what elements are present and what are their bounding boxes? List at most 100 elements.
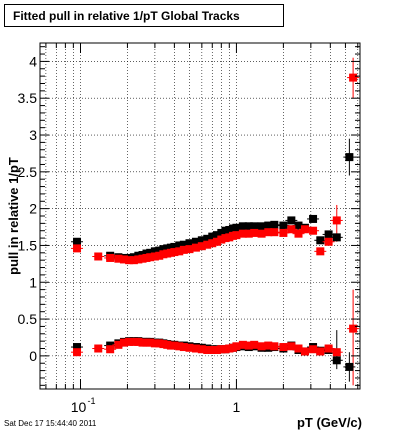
data-point (270, 228, 279, 237)
data-point (106, 345, 115, 354)
data-point (257, 222, 266, 231)
data-point (73, 343, 82, 352)
data-point (119, 338, 128, 347)
data-point (332, 233, 341, 242)
data-point (309, 214, 318, 223)
x-tick-label-exponent: -1 (87, 396, 95, 406)
y-tick-label: 2 (29, 201, 37, 217)
data-point (155, 339, 164, 348)
data-point (197, 345, 206, 354)
data-point (114, 254, 123, 263)
data-point (106, 253, 115, 262)
data-point (250, 228, 259, 237)
data-point (191, 237, 200, 246)
data-point (270, 342, 279, 351)
y-tick-label: 3.5 (18, 90, 38, 106)
data-point (155, 246, 164, 255)
data-point (287, 216, 296, 225)
data-point (300, 347, 309, 356)
data-point (175, 342, 184, 351)
data-point (203, 240, 212, 249)
data-point (349, 73, 358, 82)
data-point (257, 342, 266, 351)
y-tick-label: 1 (29, 274, 37, 290)
chart-title-box: Fitted pull in relative 1/pT Global Trac… (4, 4, 284, 27)
data-point (191, 344, 200, 353)
data-point (185, 245, 194, 254)
data-point (324, 344, 333, 353)
data-point (294, 221, 303, 230)
data-point (316, 236, 325, 245)
data-point (208, 232, 217, 241)
data-point (264, 221, 273, 230)
data-point (212, 231, 221, 240)
axis-ticks (40, 43, 360, 389)
data-point (94, 252, 103, 261)
data-point (191, 243, 200, 252)
data-point (179, 245, 188, 254)
data-point (332, 356, 341, 365)
data-point (257, 229, 266, 238)
data-point (332, 216, 341, 225)
data-point (345, 362, 354, 371)
data-point (170, 248, 179, 257)
data-point (250, 340, 259, 349)
data-point (309, 345, 318, 354)
data-point (264, 341, 273, 350)
data-point (208, 239, 217, 248)
data-point (324, 237, 333, 246)
data-point (287, 342, 296, 351)
data-point (294, 344, 303, 353)
data-point (129, 256, 138, 265)
data-point (238, 340, 247, 349)
data-point (203, 234, 212, 243)
data-point (119, 255, 128, 264)
data-point (232, 223, 241, 232)
x-axis-label: pT (GeV/c) (297, 415, 362, 430)
data-point (332, 348, 341, 357)
data-point (185, 343, 194, 352)
data-point (146, 338, 155, 347)
data-point (73, 348, 82, 357)
data-point (324, 230, 333, 239)
data-point (185, 239, 194, 248)
data-point (175, 241, 184, 250)
data-point (146, 248, 155, 257)
data-point (212, 345, 221, 354)
data-point (179, 240, 188, 249)
tick-labels: 0 0.5 1 1.5 2 2.5 3 3.5 4 10 -1 1 (18, 53, 241, 415)
y-tick-label: 0.5 (18, 311, 38, 327)
data-point (212, 237, 221, 246)
y-tick-label: 2.5 (18, 164, 38, 180)
data-point (316, 247, 325, 256)
data-point (244, 229, 253, 238)
data-point (316, 347, 325, 356)
data-point (170, 341, 179, 350)
x-tick-label: 10 (71, 399, 87, 415)
x-tick-label: 1 (233, 399, 241, 415)
data-point (244, 341, 253, 350)
data-points (71, 73, 360, 371)
data-point (294, 229, 303, 238)
data-point (309, 226, 318, 235)
data-point (287, 225, 296, 234)
data-point (150, 247, 159, 256)
data-point (217, 235, 226, 244)
data-point (264, 228, 273, 237)
data-point (270, 220, 279, 229)
data-point (134, 337, 143, 346)
chart-title: Fitted pull in relative 1/pT Global Trac… (13, 9, 240, 23)
y-tick-label: 3 (29, 127, 37, 143)
data-point (279, 343, 288, 352)
timestamp: Sat Dec 17 15:44:40 2011 (4, 419, 97, 428)
data-point (170, 242, 179, 251)
y-tick-label: 1.5 (18, 237, 38, 253)
data-point (197, 236, 206, 245)
data-point (279, 221, 288, 230)
data-point (94, 344, 103, 353)
data-point (179, 343, 188, 352)
data-point (279, 228, 288, 237)
data-point (155, 251, 164, 260)
data-point (197, 242, 206, 251)
